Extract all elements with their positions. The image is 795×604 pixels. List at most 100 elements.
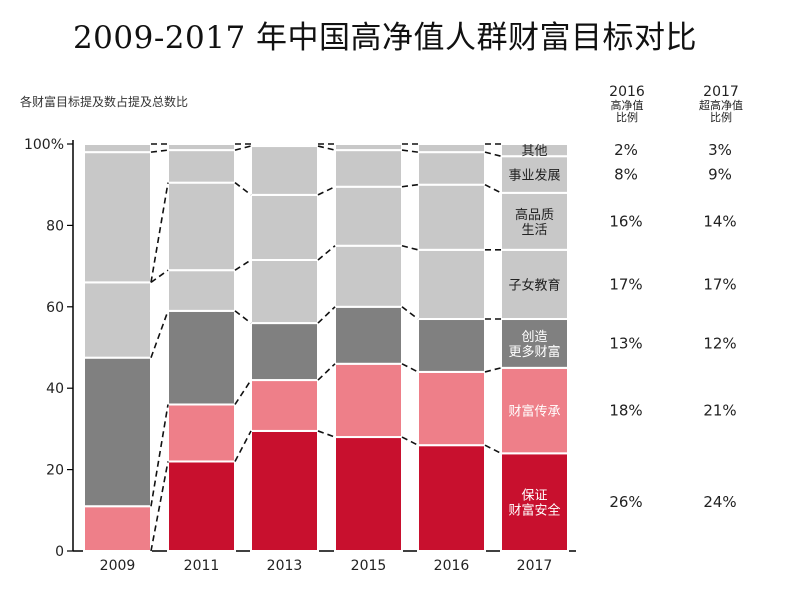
column-header-line: 比例: [616, 111, 638, 124]
bar-segment: [250, 143, 319, 148]
y-tick-label: 100%: [24, 137, 64, 153]
x-tick-label: 2017: [517, 558, 553, 574]
category-label: 创造: [521, 330, 547, 345]
bar-segment: [167, 181, 236, 272]
connector-line: [484, 151, 502, 157]
bar-segment: [83, 151, 152, 284]
bar-segment: [250, 379, 319, 432]
pct-2016-value: 17%: [609, 275, 642, 293]
bar-segment: [500, 143, 569, 158]
connector-line: [317, 145, 336, 151]
category-label: 保证: [521, 489, 547, 504]
bar-segment: [167, 403, 236, 463]
bar-segment: [167, 309, 236, 406]
bar-segment: [334, 149, 403, 188]
bar-segment: [500, 191, 569, 251]
column-header-line: 高净值: [610, 99, 644, 112]
bar-segment: [500, 155, 569, 194]
y-tick-label: 40: [46, 381, 64, 397]
y-tick-label: 80: [46, 218, 64, 234]
category-label: 子女教育: [508, 277, 560, 293]
pct-2016-value: 16%: [609, 212, 642, 230]
pct-2017-value: 24%: [703, 493, 736, 511]
bar-segment: [250, 258, 319, 325]
bar-segment: [334, 436, 403, 553]
connector-line: [401, 363, 419, 373]
column-header-2017: 2017 超高净值 比例: [686, 84, 756, 124]
connector-line: [317, 245, 336, 261]
bar-segment: [417, 248, 486, 321]
bar-segment: [500, 366, 569, 455]
column-header-year: 2016: [609, 84, 645, 100]
pct-2016-value: 26%: [609, 493, 642, 511]
bar-segment: [417, 444, 486, 552]
pct-2017-value: 9%: [708, 166, 732, 184]
bar-segment: [500, 318, 569, 369]
bar-segment: [250, 193, 319, 261]
bar-segment: [334, 362, 403, 439]
bar-segment: [417, 370, 486, 447]
pct-2016-value: 8%: [614, 166, 638, 184]
bar-segment: [250, 145, 319, 196]
bar-segment: [334, 143, 403, 152]
bar-segment: [417, 143, 486, 154]
connector-line: [234, 310, 252, 324]
chart-subtitle: 各财富目标提及数占提及总数比: [20, 95, 189, 109]
category-label: 事业发展: [508, 168, 560, 184]
pct-2017-value: 17%: [703, 275, 736, 293]
x-tick-label: 2015: [351, 558, 387, 574]
bar-segment: [417, 318, 486, 373]
column-header-line: 比例: [710, 111, 732, 124]
category-label: 更多财富: [508, 344, 560, 360]
pct-2016-value: 18%: [609, 402, 642, 420]
column-header-2016: 2016 高净值 比例: [596, 84, 658, 124]
connector-line: [401, 183, 419, 188]
bar-segment: [83, 281, 152, 359]
category-label: 财富传承: [508, 404, 560, 420]
x-tick-label: 2009: [100, 558, 136, 574]
category-label: 其他: [521, 144, 547, 159]
bar-segment: [417, 151, 486, 186]
bar-segment: [500, 248, 569, 321]
bar-segment: [83, 356, 152, 508]
connector-line: [484, 183, 502, 194]
connector-line: [317, 186, 336, 196]
bar-segment: [167, 269, 236, 312]
connector-line: [150, 269, 169, 284]
connector-line: [401, 306, 419, 320]
bar-segment: [417, 183, 486, 251]
bar-segment: [334, 185, 403, 247]
x-tick-label: 2016: [434, 558, 470, 574]
connector-line: [317, 430, 336, 438]
x-tick-label: 2013: [267, 558, 303, 574]
connector-line: [317, 363, 336, 381]
connector-line: [234, 430, 252, 462]
bar-segment: [167, 460, 236, 552]
y-tick-label: 20: [46, 463, 64, 479]
bar-segment: [334, 244, 403, 308]
column-header-year: 2017: [703, 84, 739, 100]
connector-line: [317, 306, 336, 324]
bar-segment: [500, 452, 569, 553]
bar-segment: [167, 149, 236, 184]
x-tick-label: 2011: [184, 558, 220, 574]
bar-segment: [334, 305, 403, 365]
chart-title: 2009-2017 年中国高净值人群财富目标对比: [72, 20, 698, 56]
y-tick-label: 60: [46, 300, 64, 316]
connector-line: [484, 367, 502, 373]
connector-line: [401, 149, 419, 153]
bar-segment: [250, 322, 319, 382]
category-label: 财富安全: [508, 503, 560, 519]
connector-line: [150, 404, 169, 507]
pct-2017-value: 21%: [703, 402, 736, 420]
connector-line: [150, 310, 169, 358]
column-header-line: 超高净值: [699, 99, 743, 112]
connector-line: [484, 444, 502, 455]
bar-segment: [83, 143, 152, 154]
bar-segment: [250, 429, 319, 552]
bar-segment: [167, 143, 236, 152]
pct-2017-value: 3%: [708, 141, 732, 159]
connector-line: [401, 436, 419, 446]
y-tick-label: 0: [55, 544, 64, 560]
